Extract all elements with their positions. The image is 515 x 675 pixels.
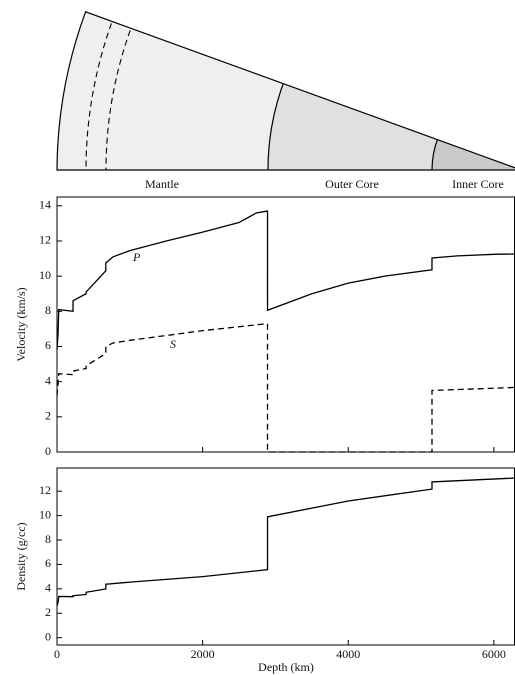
y-axis-label: Velocity (km/s): [14, 287, 28, 361]
plot-frame: [56, 467, 515, 646]
series-line: [56, 210, 515, 351]
y-tick-label: 2: [45, 605, 51, 619]
y-tick-label: 4: [45, 581, 51, 595]
plot-frame: [56, 196, 515, 453]
y-tick-label: 0: [45, 444, 51, 458]
y-tick-label: 8: [45, 303, 51, 317]
series-label: P: [132, 250, 141, 264]
y-tick-label: 12: [39, 233, 51, 247]
y-tick-label: 4: [45, 373, 51, 387]
x-tick-label: 4000: [336, 647, 360, 661]
y-tick-label: 8: [45, 532, 51, 546]
y-tick-label: 14: [39, 198, 51, 212]
x-axis-label: Depth (km): [258, 660, 314, 674]
y-tick-label: 0: [45, 629, 51, 643]
x-tick-label: 6000: [482, 647, 506, 661]
region-label: Outer Core: [325, 177, 379, 191]
y-tick-label: 2: [45, 409, 51, 423]
series-line: [56, 477, 515, 607]
y-tick-label: 6: [45, 338, 51, 352]
region-label: Mantle: [145, 177, 179, 191]
x-tick-label: 2000: [191, 647, 215, 661]
y-tick-label: 10: [39, 507, 51, 521]
y-axis-label: Density (g/cc): [14, 522, 28, 590]
x-tick-label: 0: [54, 647, 60, 661]
y-tick-label: 6: [45, 556, 51, 570]
earth-wedge: [56, 11, 515, 171]
y-tick-label: 12: [39, 483, 51, 497]
series-label: S: [170, 337, 176, 351]
y-tick-label: 10: [39, 268, 51, 282]
series-line: [56, 322, 515, 453]
region-label: Inner Core: [452, 177, 504, 191]
